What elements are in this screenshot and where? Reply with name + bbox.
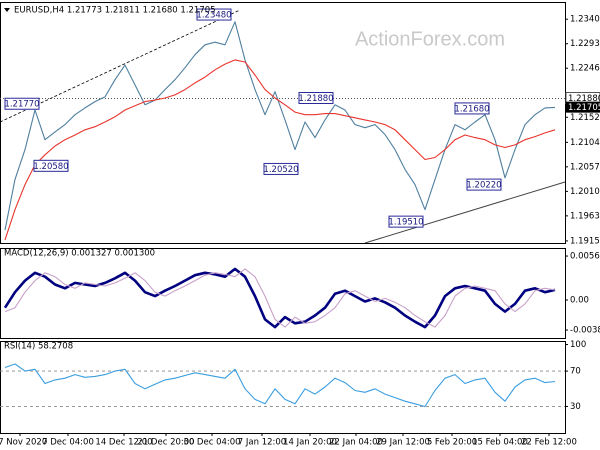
series-line: [4, 363, 556, 408]
panel-frame: [0, 2, 566, 244]
panel-frame: [0, 341, 566, 434]
annotation-box: [196, 8, 232, 21]
y-tick-label: 1.22930: [570, 39, 600, 49]
series-line: [4, 59, 556, 241]
y-tick-label: 100: [570, 340, 586, 350]
annotation-box: [454, 102, 490, 115]
annotation-label: 1.21880: [298, 94, 333, 104]
annotation-box: [33, 159, 69, 172]
lower-trendline: [364, 181, 566, 244]
upper-trendline: [0, 9, 241, 123]
annotation-box: [466, 178, 502, 191]
last-price-label: 1.21705: [568, 103, 600, 113]
watermark: ActionForex.com: [355, 28, 505, 50]
annotation-label: 1.20580: [33, 162, 68, 172]
annotation-label: 1.21770: [4, 100, 39, 110]
y-tick-label: 1.21520: [570, 113, 600, 123]
x-tick-label: 22 Jan 04:00: [329, 438, 383, 448]
panel-title: EURUSD,H4 1.21773 1.21811 1.21680 1.2170…: [14, 6, 216, 16]
y-tick-label: 1.23400: [570, 15, 600, 25]
y-tick-label: 1.21040: [570, 138, 600, 148]
x-tick-label: 30 Dec 04:00: [183, 438, 240, 448]
annotation-label: 1.21680: [454, 104, 489, 114]
x-tick-label: 29 Jan 12:00: [376, 438, 430, 448]
annotation-box: [263, 162, 299, 175]
panel-title: RSI(14) 58.2708: [4, 342, 73, 352]
x-tick-label: 14 Dec 12:00: [95, 438, 152, 448]
x-tick-label: 7 Dec 04:00: [42, 438, 94, 448]
annotation-label: 1.19510: [388, 218, 423, 228]
panel-title: MACD(12,26,9) 0.001327 0.001300: [4, 249, 155, 259]
x-tick-label: 14 Jan 20:00: [283, 438, 337, 448]
series-line: [3, 267, 556, 329]
annotation-box: [4, 97, 40, 110]
annotation-box: [388, 215, 424, 228]
y-tick-label: 1.20570: [570, 162, 600, 172]
y-tick-label: 1.19630: [570, 211, 600, 221]
series-line: [4, 268, 556, 328]
annotation-label: 1.20520: [263, 165, 298, 175]
y-tick-label: 0.005662: [570, 252, 600, 262]
y-tick-label: 1.22460: [570, 64, 600, 74]
annotation-label: 1.20220: [466, 181, 501, 191]
y-tick-label: 30: [570, 402, 581, 412]
y-tick-label: -0.003872: [570, 326, 600, 336]
x-tick-label: 21 Dec 20:00: [137, 438, 194, 448]
level-label: 1.21880: [568, 94, 600, 104]
annotation-box: [298, 92, 334, 105]
panel-frame: [0, 248, 566, 339]
last-price-box: [566, 101, 600, 113]
y-tick-label: 0.00: [570, 295, 589, 305]
x-tick-label: 15 Feb 04:00: [472, 438, 528, 448]
y-tick-label: 1.20100: [570, 187, 600, 197]
x-tick-label: 7 Jan 12:00: [238, 438, 286, 448]
x-tick-label: 27 Nov 2020: [0, 438, 47, 448]
annotation-label: 1.23480: [196, 11, 231, 21]
menu-icon: [4, 8, 10, 12]
x-tick-label: 5 Feb 20:00: [427, 438, 477, 448]
series-line: [4, 21, 556, 231]
x-tick-label: 22 Feb 12:00: [521, 438, 577, 448]
y-tick-label: 1.19150: [570, 236, 600, 246]
y-tick-label: 70: [570, 367, 581, 377]
